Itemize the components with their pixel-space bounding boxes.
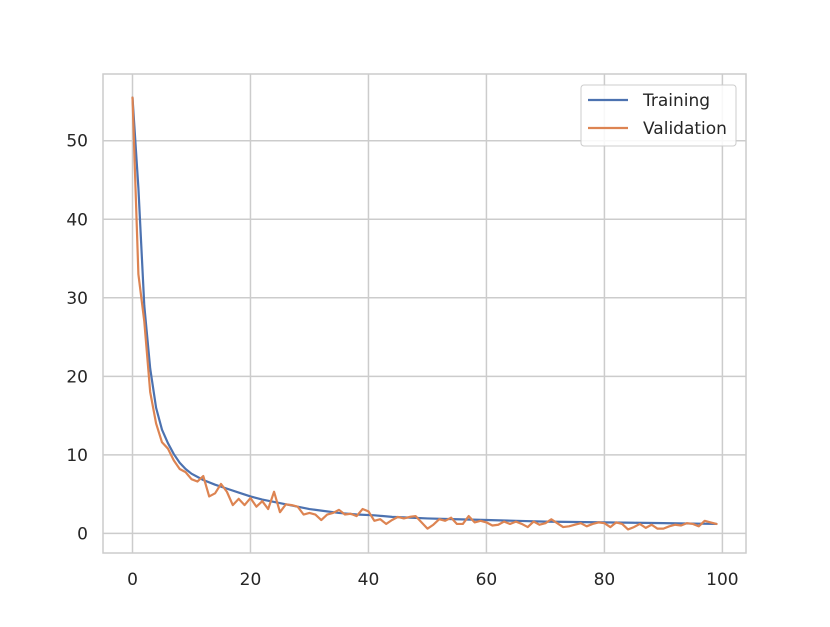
y-tick-label: 20 xyxy=(66,367,88,387)
y-tick-label: 50 xyxy=(66,132,88,152)
x-tick-label: 40 xyxy=(358,570,380,590)
plot-frame xyxy=(102,73,747,554)
x-tick-label: 60 xyxy=(476,570,498,590)
y-tick-label: 40 xyxy=(66,210,88,230)
series-line-validation xyxy=(131,96,718,531)
series-lines xyxy=(131,96,718,531)
series-line-training xyxy=(131,96,718,526)
y-tick-labels: 0 10 20 30 40 50 xyxy=(66,132,88,545)
legend: Training Validation xyxy=(580,84,737,147)
legend-label-training: Training xyxy=(642,91,710,111)
y-tick-label: 10 xyxy=(66,446,88,466)
x-tick-labels: 0 20 40 60 80 100 xyxy=(127,570,739,590)
y-tick-label: 0 xyxy=(77,524,88,544)
y-tick-label: 30 xyxy=(66,289,88,309)
grid-lines xyxy=(103,74,746,553)
x-tick-label: 20 xyxy=(240,570,262,590)
x-tick-label: 100 xyxy=(706,570,738,590)
x-tick-label: 80 xyxy=(594,570,616,590)
x-tick-label: 0 xyxy=(127,570,138,590)
legend-label-validation: Validation xyxy=(643,119,727,139)
